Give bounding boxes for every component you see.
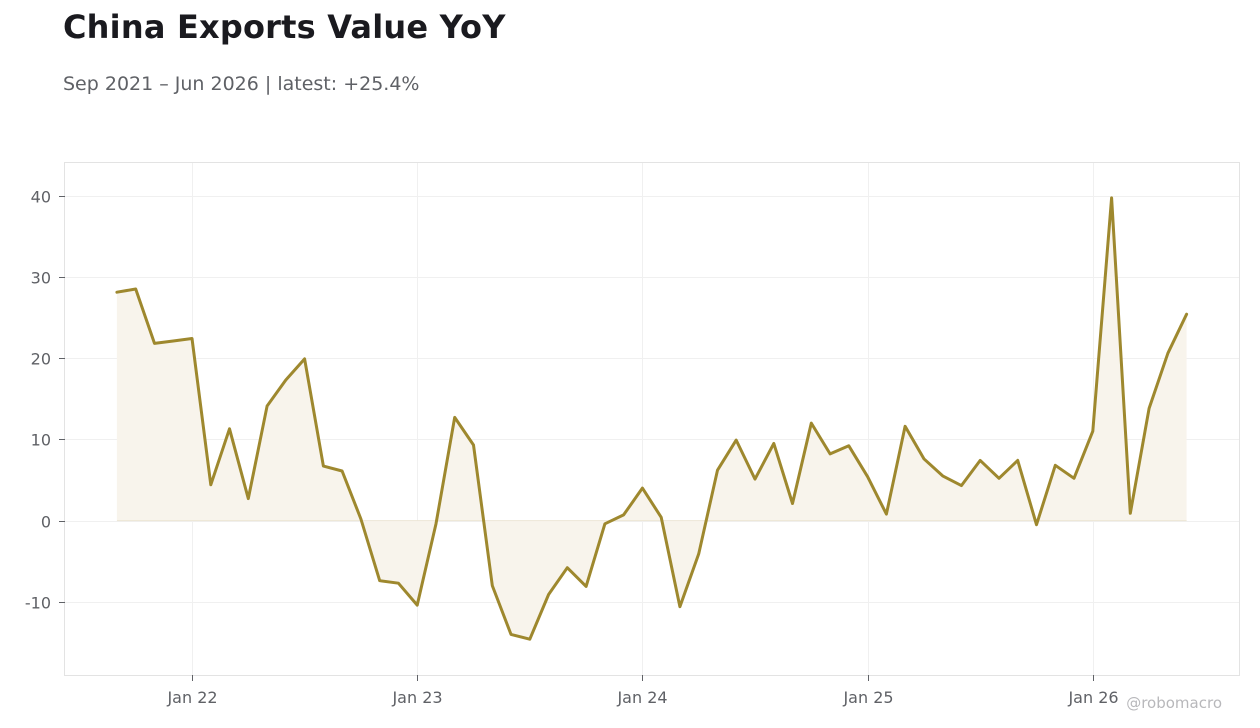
data-point	[1110, 196, 1114, 200]
data-point	[415, 603, 419, 607]
x-tick-label: Jan 24	[616, 688, 667, 707]
data-point	[340, 469, 344, 473]
data-point	[228, 427, 232, 431]
data-point	[640, 486, 644, 490]
chart-title: China Exports Value YoY	[63, 8, 506, 46]
data-point	[884, 512, 888, 516]
data-point	[1166, 351, 1170, 355]
data-point	[265, 404, 269, 408]
series-line	[115, 196, 1189, 641]
chart-subtitle: Sep 2021 – Jun 2026 | latest: +25.4%	[63, 73, 420, 95]
data-point	[959, 484, 963, 488]
x-tick-label: Jan 22	[166, 688, 217, 707]
data-point	[603, 522, 607, 526]
data-point	[246, 497, 250, 501]
data-point	[903, 424, 907, 428]
data-point	[565, 566, 569, 570]
x-tick-label: Jan 23	[391, 688, 442, 707]
data-point	[359, 517, 363, 521]
data-point	[547, 593, 551, 597]
data-point	[453, 415, 457, 419]
area-fill	[116, 197, 1187, 640]
data-point	[997, 476, 1001, 480]
x-tick-label: Jan 25	[842, 688, 893, 707]
x-tick-label: Jan 26	[1067, 688, 1118, 707]
plot-frame	[64, 162, 1240, 676]
data-point	[1035, 523, 1039, 527]
data-point	[171, 339, 175, 343]
data-point	[396, 581, 400, 585]
y-axis: 40 30 20 10 0 -10	[25, 188, 65, 613]
data-point	[678, 605, 682, 609]
data-point	[490, 584, 494, 588]
y-tick-label: 20	[31, 350, 51, 369]
data-point	[509, 632, 513, 636]
x-axis: Jan 22 Jan 23 Jan 24 Jan 25 Jan 26	[166, 675, 1119, 707]
data-point	[1053, 463, 1057, 467]
y-tick-label: 10	[31, 431, 51, 450]
data-point	[809, 421, 813, 425]
data-point	[753, 477, 757, 481]
watermark: @robomacro	[1126, 694, 1222, 712]
data-point	[1128, 511, 1132, 515]
data-point	[659, 515, 663, 519]
data-point	[115, 290, 119, 294]
data-point	[209, 483, 213, 487]
data-point	[1016, 458, 1020, 462]
y-tick-label: 30	[31, 269, 51, 288]
data-point	[378, 579, 382, 583]
data-point	[190, 337, 194, 341]
data-point	[828, 452, 832, 456]
data-point	[941, 474, 945, 478]
data-point	[134, 287, 138, 291]
grid-lines	[65, 163, 1239, 675]
data-point	[584, 584, 588, 588]
data-point	[772, 441, 776, 445]
y-tick-label: 0	[41, 513, 51, 532]
data-point	[791, 502, 795, 506]
data-point	[303, 357, 307, 361]
data-point	[1091, 429, 1095, 433]
data-point	[697, 552, 701, 556]
data-point	[866, 475, 870, 479]
data-point	[284, 378, 288, 382]
data-point	[716, 468, 720, 472]
y-tick-label: 40	[31, 188, 51, 207]
data-point	[922, 457, 926, 461]
data-point	[622, 513, 626, 517]
data-point	[1072, 476, 1076, 480]
y-tick-label: -10	[25, 594, 51, 613]
data-point	[434, 522, 438, 526]
data-point	[472, 443, 476, 447]
data-point	[978, 458, 982, 462]
data-point	[528, 637, 532, 641]
data-point	[1185, 312, 1189, 316]
data-point	[153, 341, 157, 345]
data-point	[321, 464, 325, 468]
data-point	[734, 438, 738, 442]
data-point	[1147, 406, 1151, 410]
data-point	[847, 444, 851, 448]
